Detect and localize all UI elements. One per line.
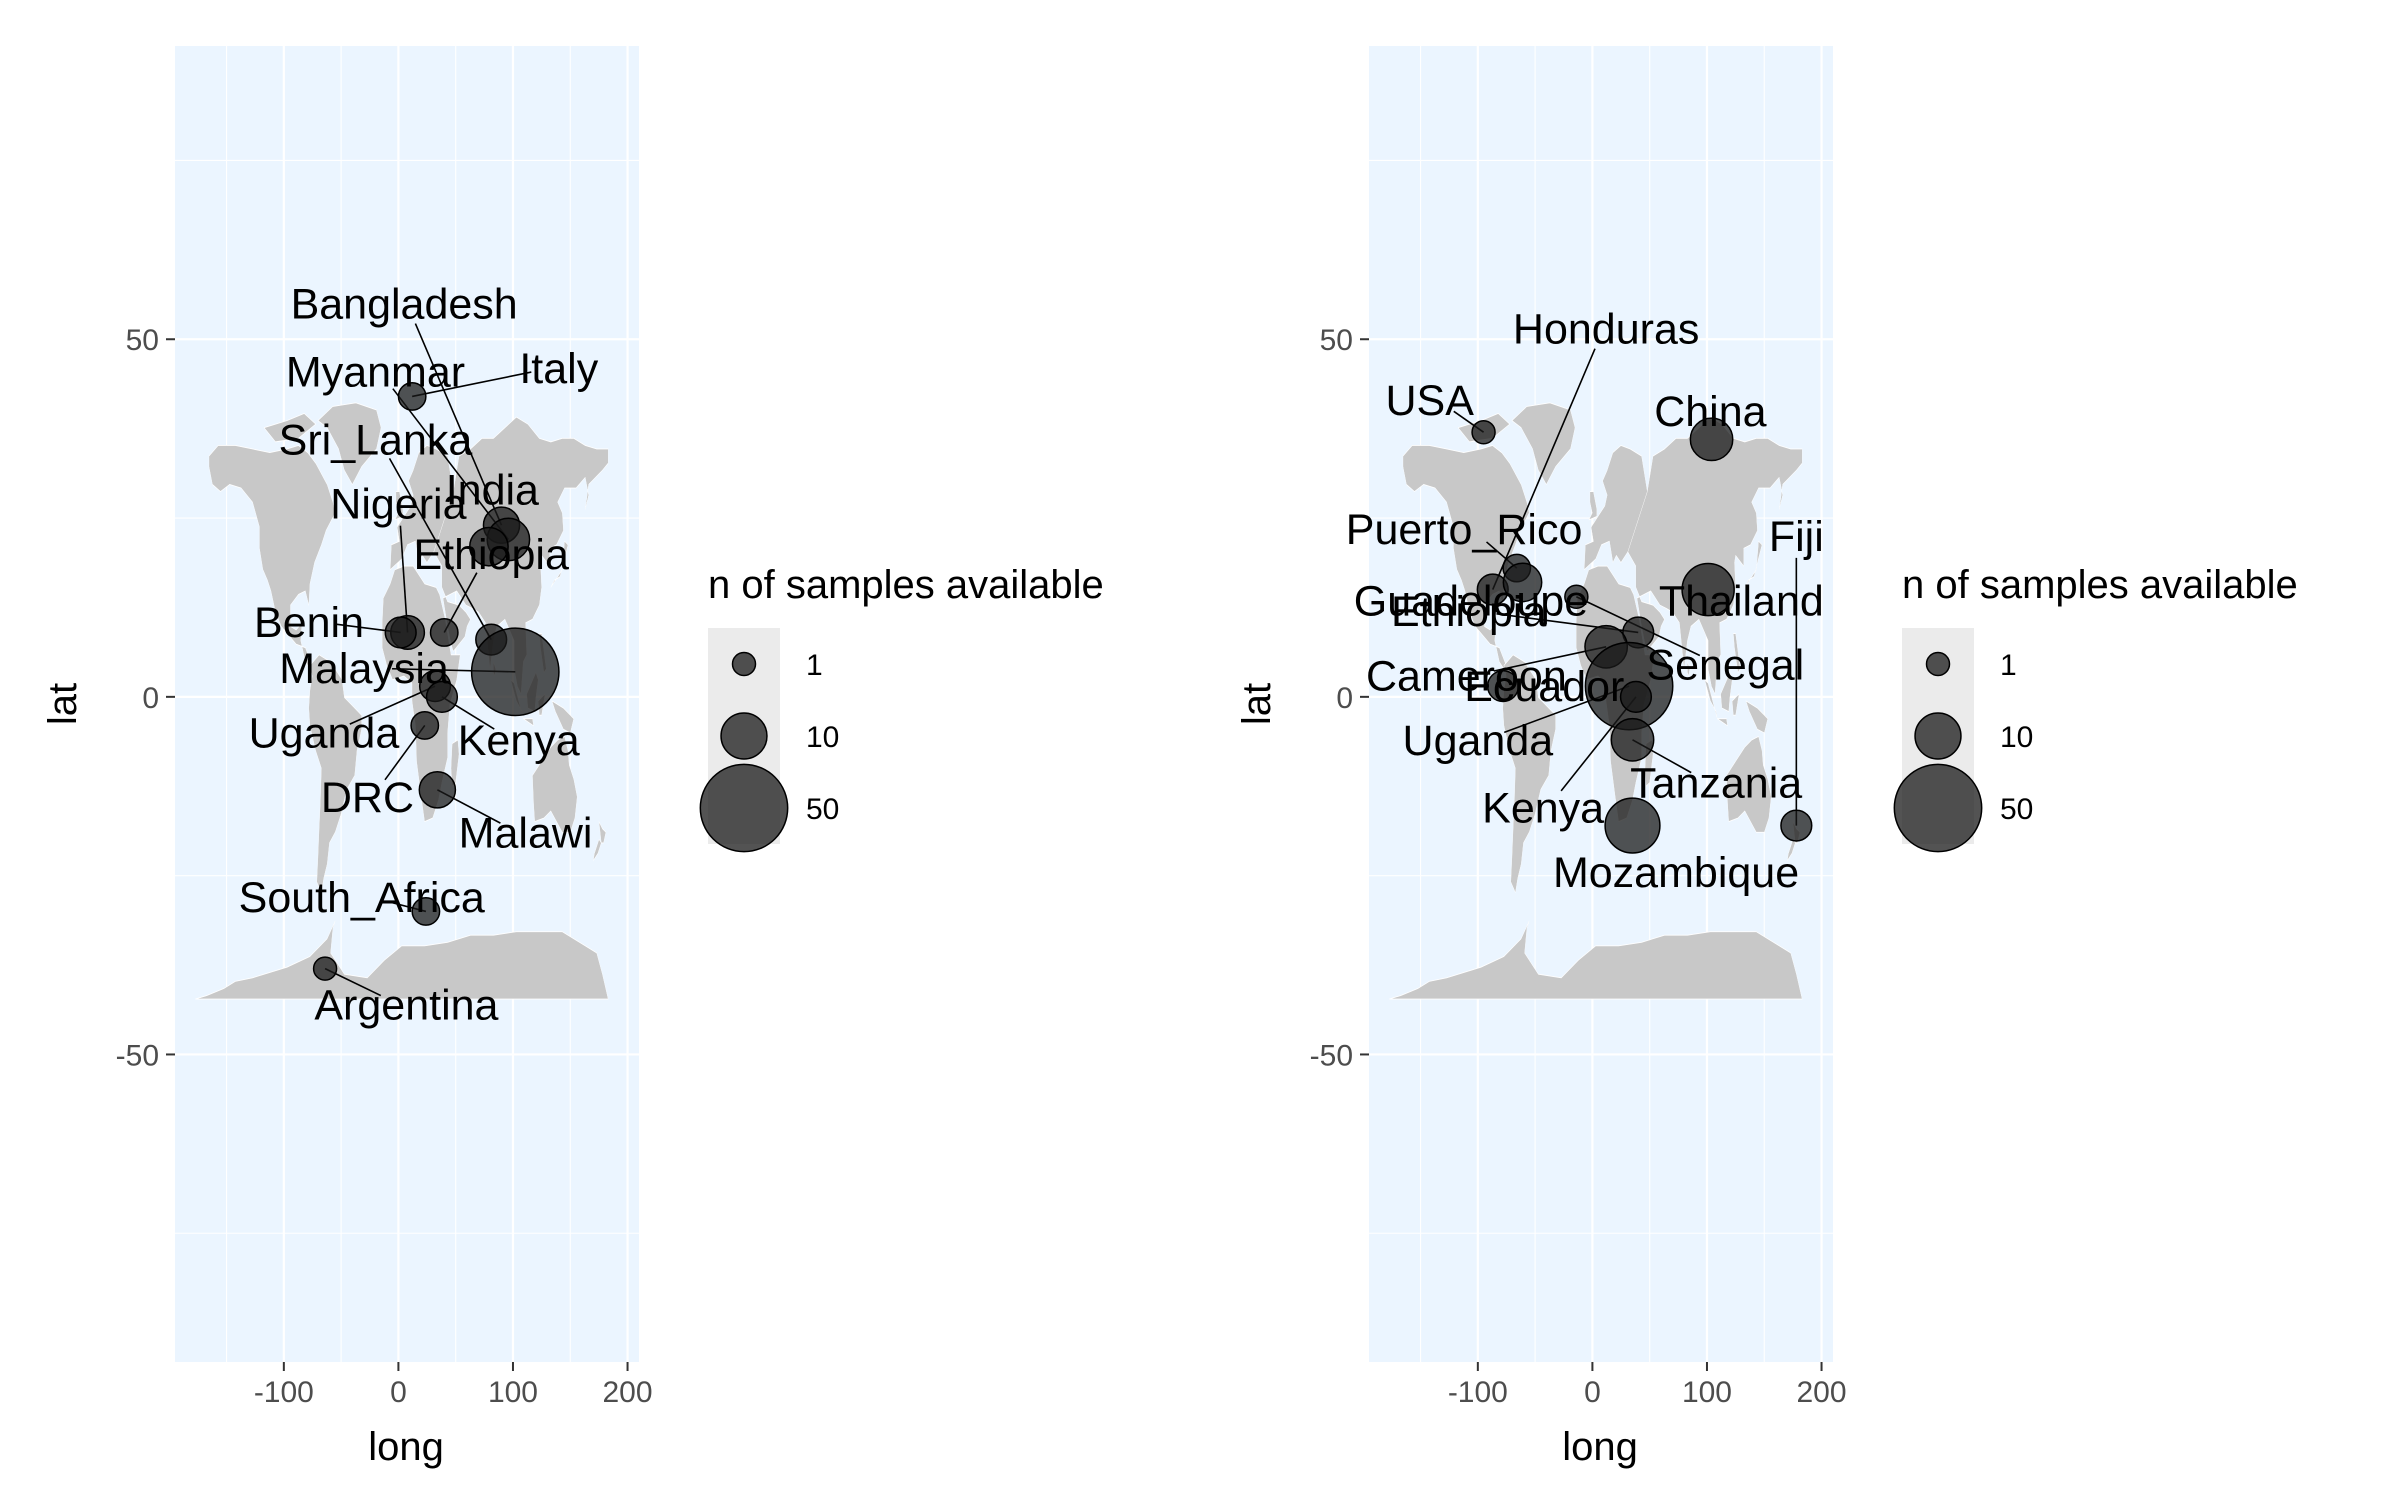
right-map-panel: Honduras USA China Puerto_Rico Fiji Guadeloup… [1235, 46, 1847, 1469]
y-tick-label: 0 [1336, 682, 1353, 715]
left-y-axis-title: lat [41, 683, 85, 725]
right-y-axis-title: lat [1235, 683, 1279, 725]
country-label: Malaysia [279, 645, 449, 693]
country-label: Bangladesh [291, 280, 518, 328]
sample-point [1681, 562, 1735, 617]
legend-key-point [720, 712, 768, 760]
x-tick-label: -100 [1448, 1376, 1508, 1409]
country-label: Malawi [459, 810, 593, 858]
sample-point [1610, 717, 1655, 762]
country-label: China [1654, 388, 1766, 436]
sample-point [1689, 417, 1734, 462]
sample-point [1502, 562, 1543, 603]
sample-point [429, 618, 459, 647]
x-tick-label: 100 [488, 1376, 538, 1409]
legend-entry-label: 1 [2000, 649, 2017, 682]
left-axes: -100 0 100 200 -50 0 50 [116, 324, 653, 1409]
sample-point [418, 771, 457, 809]
country-label: Uganda [249, 710, 400, 758]
legend-entry-label: 50 [806, 793, 839, 826]
left-country-labels: Bangladesh Myanmar Italy Sri_LankaIndiaNige… [239, 280, 599, 1029]
right-x-axis-title: long [1562, 1425, 1638, 1469]
country-label: Cameroon [1366, 652, 1567, 700]
country-label: Argentina [314, 981, 498, 1029]
left-x-axis-title: long [368, 1425, 444, 1469]
country-label: Tanzania [1630, 760, 1802, 808]
country-label: DRC [321, 774, 414, 822]
legend-key-point [699, 763, 789, 853]
sample-point [1604, 797, 1661, 854]
legend-entry-label: 1 [806, 649, 823, 682]
country-label: Thailand [1659, 577, 1824, 625]
country-label: Guadeloupe [1354, 577, 1588, 625]
left-legend-title: n of samples available [708, 563, 1104, 607]
sample-point [1564, 584, 1589, 609]
sample-point [411, 896, 441, 926]
x-tick-label: -100 [254, 1376, 314, 1409]
label-leader-line [388, 458, 492, 641]
country-label: Senegal [1646, 642, 1804, 690]
y-tick-label: 50 [126, 324, 159, 357]
legend-entry-label: 50 [2000, 793, 2033, 826]
country-label: Fiji [1769, 513, 1824, 561]
label-leader-line [1491, 348, 1596, 590]
country-label: Puerto_Rico [1346, 506, 1583, 554]
x-tick-label: 200 [603, 1376, 653, 1409]
label-leader-line [399, 525, 409, 633]
legend-key-point [1893, 763, 1983, 853]
sample-point [1780, 809, 1813, 842]
legend-key-point [1925, 651, 1951, 677]
sample-point [470, 627, 560, 717]
right-legend: n of samples available 1 10 50 [1893, 563, 2298, 853]
legend-key-point [1914, 712, 1962, 760]
country-label: Ethiopia [414, 531, 569, 579]
country-label: Benin [254, 599, 364, 647]
country-label: Kenya [1482, 785, 1604, 833]
label-leader-line [414, 323, 503, 526]
sample-point [410, 711, 440, 740]
country-label: Uganda [1403, 717, 1554, 765]
y-tick-label: -50 [1310, 1039, 1353, 1072]
legend-entry-label: 10 [2000, 721, 2033, 754]
right-country-labels: Honduras USA China Puerto_Rico Fiji Guadeloup… [1346, 306, 1824, 898]
y-tick-label: 50 [1320, 324, 1353, 357]
left-legend: n of samples available 1 10 50 [699, 563, 1104, 853]
country-label: Sri_Lanka [279, 416, 473, 464]
x-tick-label: 0 [1584, 1376, 1601, 1409]
country-label: Kenya [458, 717, 580, 765]
left-map-panel: Bangladesh Myanmar Italy Sri_LankaIndiaNige… [41, 46, 653, 1469]
sample-point [312, 956, 338, 981]
country-label: USA [1386, 377, 1475, 425]
country-label: South_Africa [239, 874, 485, 922]
sample-point [397, 382, 427, 411]
country-label: Myanmar [286, 348, 465, 396]
country-label: Nigeria [330, 481, 466, 529]
right-legend-title: n of samples available [1902, 563, 2298, 607]
legend-key-point [731, 651, 757, 677]
label-leader-line [411, 371, 532, 398]
sample-point [384, 616, 417, 649]
legend-entry-label: 10 [806, 721, 839, 754]
left-panel-background [175, 46, 639, 1362]
x-tick-label: 100 [1682, 1376, 1732, 1409]
country-label: Italy [519, 345, 598, 393]
right-sample-points [1471, 417, 1813, 854]
country-label: Honduras [1513, 306, 1699, 354]
sample-point [468, 526, 509, 567]
y-tick-label: 0 [142, 682, 159, 715]
sample-point [1486, 669, 1520, 703]
country-label: Ecuador [1464, 663, 1624, 711]
sample-point [1619, 680, 1653, 713]
x-tick-label: 200 [1797, 1376, 1847, 1409]
y-tick-label: -50 [116, 1039, 159, 1072]
sample-point [1471, 419, 1496, 445]
left-sample-points [312, 382, 560, 981]
right-axes: -100 0 100 200 -50 0 50 [1310, 324, 1847, 1409]
country-label: Mozambique [1553, 849, 1799, 897]
country-label: India [446, 466, 539, 514]
sample-point [425, 680, 459, 713]
x-tick-label: 0 [390, 1376, 407, 1409]
country-label: Ethiopia [1391, 588, 1546, 636]
